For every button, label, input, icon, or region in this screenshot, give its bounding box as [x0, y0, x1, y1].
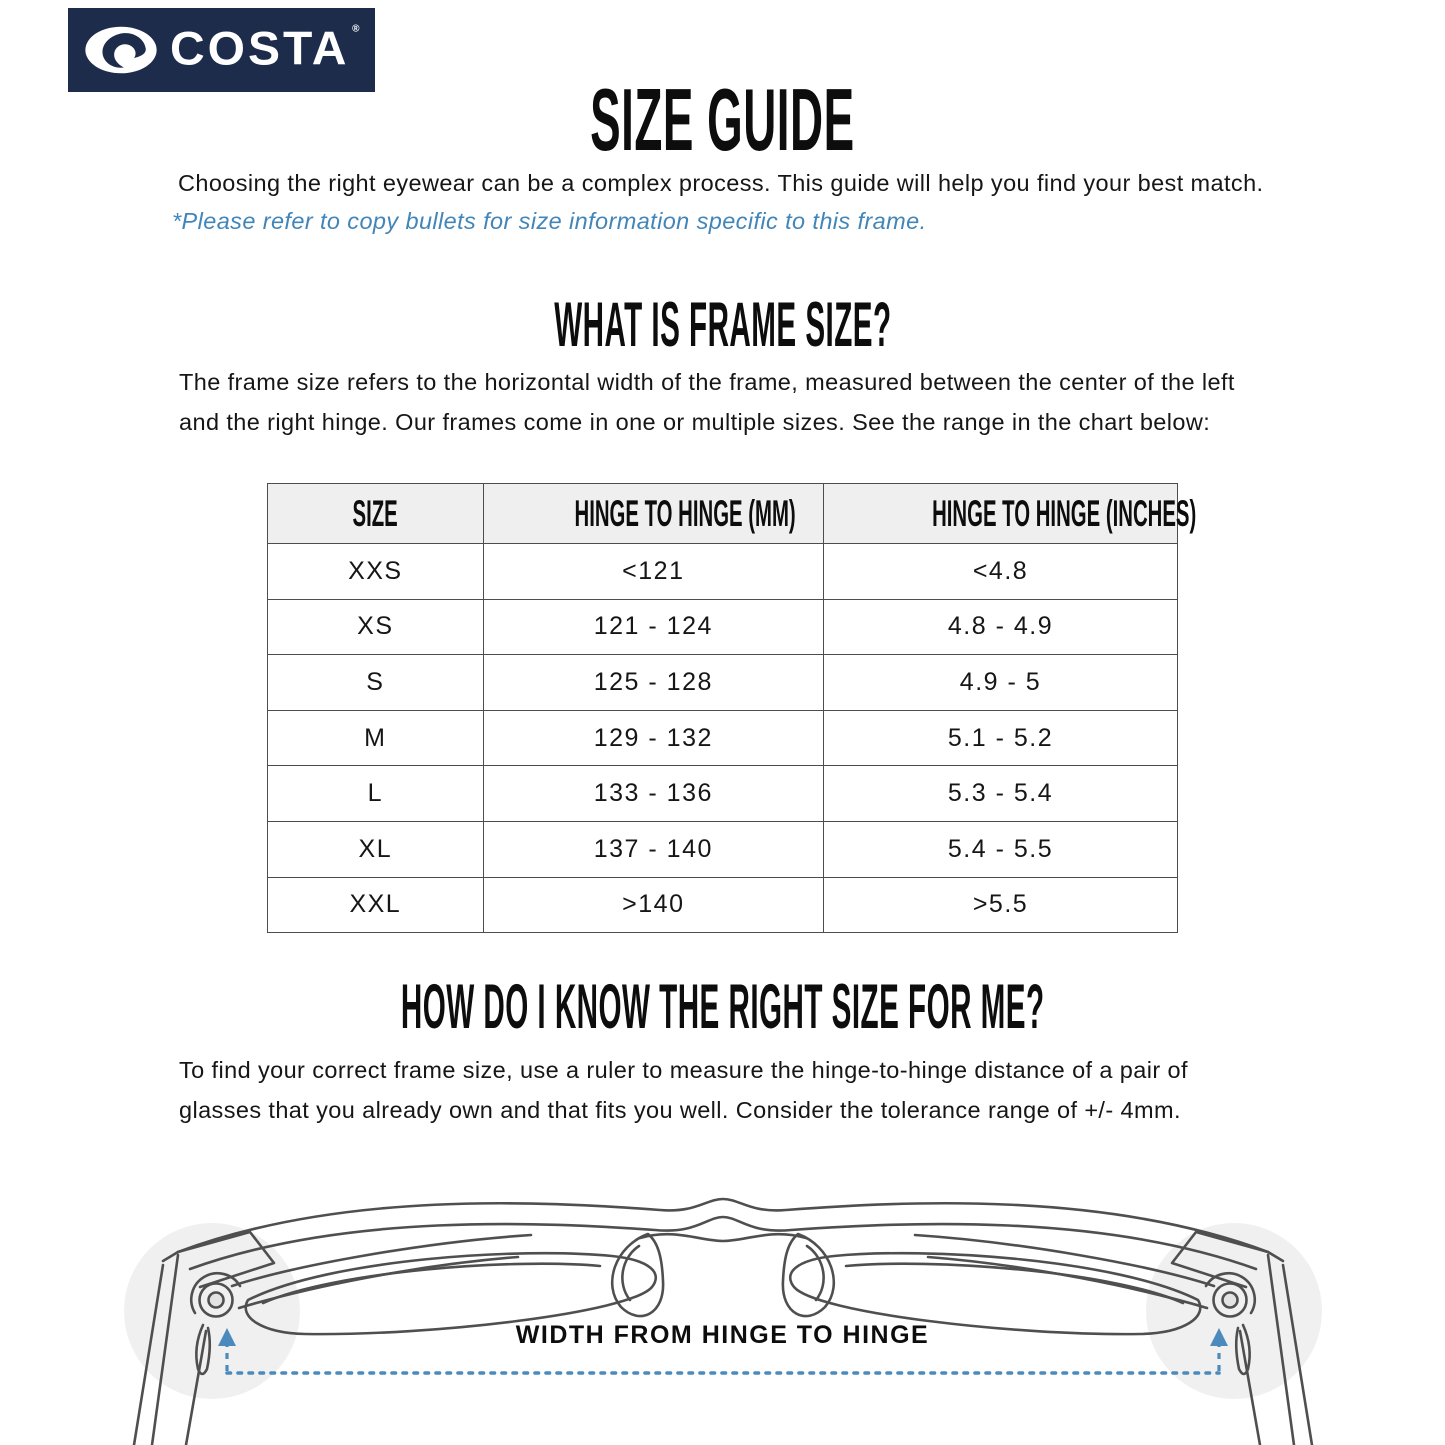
table-cell: S	[267, 654, 484, 711]
size-note: *Please refer to copy bullets for size i…	[172, 208, 927, 234]
table-cell: 5.3 - 5.4	[822, 765, 1179, 822]
table-row: XXS <121 <4.8	[267, 543, 1179, 600]
table-cell: <4.8	[822, 543, 1179, 600]
frame-size-description: The frame size refers to the horizontal …	[179, 369, 1235, 435]
right-arrow-icon	[1210, 1328, 1228, 1346]
registered-mark: ®	[352, 23, 360, 35]
right-size-heading: HOW DO I KNOW THE RIGHT SIZE FOR ME?	[400, 972, 1045, 1042]
right-size-description: To find your correct frame size, use a r…	[179, 1057, 1188, 1123]
table-row: XXL >140 >5.5	[267, 876, 1179, 934]
table-cell: M	[267, 709, 484, 767]
left-arrow-icon	[218, 1328, 236, 1346]
table-cell: 137 - 140	[482, 820, 824, 878]
right-hinge-highlight	[1146, 1223, 1322, 1399]
table-row: L 133 - 136 5.3 - 5.4	[267, 765, 1179, 822]
table-cell: 121 - 124	[482, 598, 824, 656]
table-cell: >140	[482, 876, 824, 934]
table-cell: 133 - 136	[482, 765, 824, 822]
column-header-mm: HINGE TO HINGE (MM)	[482, 483, 824, 544]
table-cell: XS	[267, 598, 484, 656]
table-cell: 4.8 - 4.9	[822, 598, 1179, 656]
frame-size-heading: WHAT IS FRAME SIZE?	[553, 290, 892, 360]
table-cell: 129 - 132	[482, 709, 824, 767]
table-cell: <121	[482, 543, 824, 600]
table-cell: 125 - 128	[482, 654, 824, 711]
table-cell: 4.9 - 5	[822, 654, 1179, 711]
hinge-width-label: WIDTH FROM HINGE TO HINGE	[515, 1321, 930, 1349]
table-cell: XL	[267, 820, 484, 878]
table-header-row: SIZE HINGE TO HINGE (MM) HINGE TO HINGE …	[267, 483, 1196, 544]
column-header-inches: HINGE TO HINGE (INCHES)	[822, 483, 1196, 544]
table-cell: 5.1 - 5.2	[822, 709, 1179, 767]
left-hinge-highlight	[124, 1223, 300, 1399]
table-row: M 129 - 132 5.1 - 5.2	[267, 709, 1179, 767]
glasses-diagram	[124, 1197, 1322, 1445]
table-cell: XXS	[267, 543, 484, 600]
column-header-size: SIZE	[267, 483, 484, 544]
brand-name: COSTA ®	[170, 23, 360, 76]
table-row: S 125 - 128 4.9 - 5	[267, 654, 1179, 711]
table-cell: >5.5	[822, 876, 1179, 934]
size-table: SIZE HINGE TO HINGE (MM) HINGE TO HINGE …	[267, 483, 1196, 934]
hinge-measurement-line	[218, 1328, 1228, 1375]
costa-wave-icon	[85, 26, 157, 74]
table-row: XS 121 - 124 4.8 - 4.9	[267, 598, 1179, 656]
brand-logo: COSTA ®	[68, 8, 375, 92]
table-cell: 5.4 - 5.5	[822, 820, 1179, 878]
table-cell: XXL	[267, 876, 484, 934]
intro-text: Choosing the right eyewear can be a comp…	[178, 170, 1264, 196]
page-title: SIZE GUIDE	[590, 70, 855, 169]
table-row: XL 137 - 140 5.4 - 5.5	[267, 820, 1179, 878]
table-cell: L	[267, 765, 484, 822]
